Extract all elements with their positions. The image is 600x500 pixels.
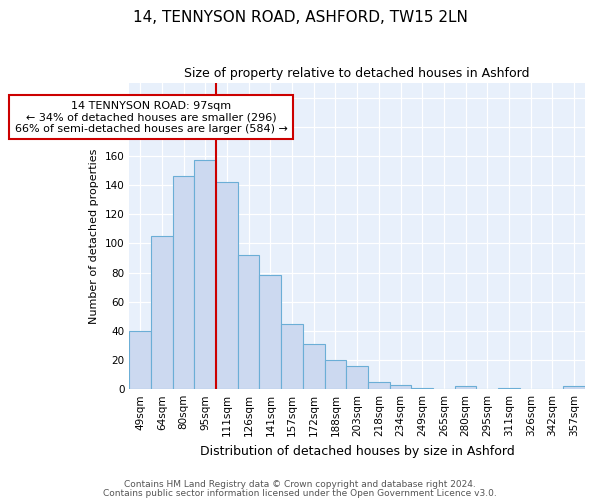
- Bar: [498, 388, 520, 389]
- Bar: [563, 386, 585, 389]
- Text: Contains public sector information licensed under the Open Government Licence v3: Contains public sector information licen…: [103, 488, 497, 498]
- Bar: [151, 236, 173, 389]
- Bar: [455, 386, 476, 389]
- Y-axis label: Number of detached properties: Number of detached properties: [89, 148, 99, 324]
- Bar: [173, 176, 194, 389]
- Bar: [412, 388, 433, 389]
- Text: Contains HM Land Registry data © Crown copyright and database right 2024.: Contains HM Land Registry data © Crown c…: [124, 480, 476, 489]
- Bar: [129, 331, 151, 389]
- Text: 14, TENNYSON ROAD, ASHFORD, TW15 2LN: 14, TENNYSON ROAD, ASHFORD, TW15 2LN: [133, 10, 467, 25]
- Bar: [238, 255, 259, 389]
- Bar: [303, 344, 325, 389]
- Bar: [368, 382, 389, 389]
- Bar: [216, 182, 238, 389]
- Bar: [281, 324, 303, 389]
- Bar: [194, 160, 216, 389]
- Bar: [325, 360, 346, 389]
- Text: 14 TENNYSON ROAD: 97sqm
← 34% of detached houses are smaller (296)
66% of semi-d: 14 TENNYSON ROAD: 97sqm ← 34% of detache…: [14, 100, 287, 134]
- Bar: [346, 366, 368, 389]
- X-axis label: Distribution of detached houses by size in Ashford: Distribution of detached houses by size …: [200, 444, 515, 458]
- Title: Size of property relative to detached houses in Ashford: Size of property relative to detached ho…: [184, 68, 530, 80]
- Bar: [389, 385, 412, 389]
- Bar: [259, 276, 281, 389]
